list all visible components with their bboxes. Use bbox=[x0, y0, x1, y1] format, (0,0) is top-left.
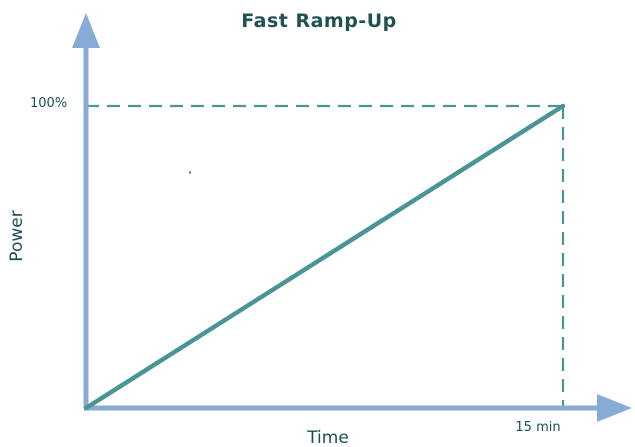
chart-title: Fast Ramp-Up bbox=[241, 10, 396, 32]
x-tick-label-15-min: 15 min bbox=[515, 420, 560, 435]
x-axis-label: Time bbox=[306, 428, 349, 447]
x-axis-arrowhead bbox=[597, 394, 632, 422]
y-axis-arrowhead bbox=[72, 13, 100, 48]
y-tick-label-100: 100% bbox=[30, 96, 67, 111]
power-line bbox=[83, 103, 566, 411]
y-axis-label: Power bbox=[7, 210, 27, 261]
